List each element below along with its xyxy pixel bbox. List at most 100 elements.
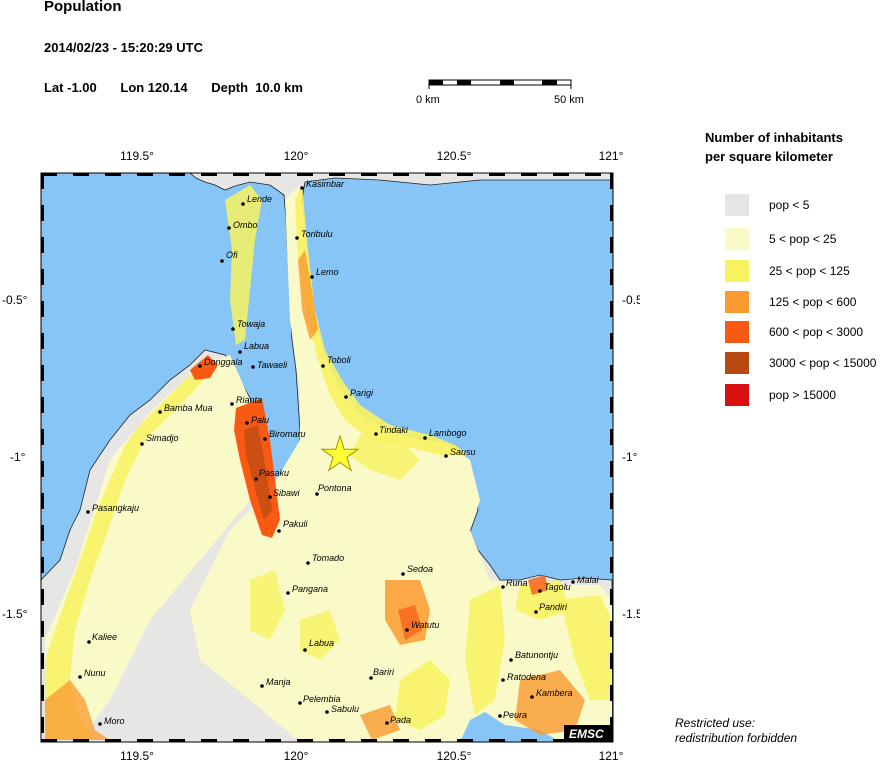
svg-text:Ratodena: Ratodena [507,672,546,682]
town-marker: Watutu [405,620,439,632]
legend-swatch [725,228,749,250]
svg-text:Labua: Labua [244,341,269,351]
town-marker: Kambera [530,688,573,699]
town-marker: Ratodena [501,672,546,682]
svg-text:Watutu: Watutu [411,620,439,630]
svg-text:Toribulu: Toribulu [301,229,333,239]
town-marker: Pasaku [254,468,289,481]
svg-text:Palu: Palu [251,415,269,425]
town-marker: Rianta [230,395,262,406]
svg-text:Kasimbar: Kasimbar [306,179,345,189]
legend-item: 600 < pop < 3000 [725,321,863,343]
svg-text:Sabulu: Sabulu [331,704,359,714]
population-legend: Number of inhabitants per square kilomet… [705,128,891,406]
population-map: 119.5° 120° 120.5° 121° 119.5° 120° 120.… [2,149,640,760]
epicenter-star [320,434,360,472]
town-marker: Toboli [321,355,352,368]
legend-item: 5 < pop < 25 [725,228,836,250]
legend-item: 25 < pop < 125 [725,260,850,282]
lon-tick-bottom: 119.5° [120,749,154,760]
svg-text:Bamba Mua: Bamba Mua [164,403,213,413]
town-marker: Pelembia [298,694,341,705]
svg-text:Pasaku: Pasaku [259,468,289,478]
legend-label: 600 < pop < 3000 [769,325,864,339]
svg-text:Lambogo: Lambogo [429,428,467,438]
lon-tick-top: 120° [284,149,309,163]
legend-item: pop > 15000 [725,384,836,406]
town-marker: Kaliee [87,632,117,644]
legend-title: Number of inhabitants per square kilomet… [705,128,891,166]
town-marker: Tawaeli [251,360,288,370]
usage-notice-line: Restricted use: [675,716,756,730]
legend-label: 125 < pop < 600 [769,295,857,309]
town-labels: Kasimbar Lende Toribulu Ombo Ofi Lemo To… [78,179,600,726]
scale-bar: 0 km 50 km [416,78,596,108]
town-marker: Sibawi [268,488,301,499]
town-marker: Bariri [369,667,395,680]
svg-text:Tomado: Tomado [312,553,344,563]
lat-tick-labels: -0.5° -1° -1.5° -0.5° -1° -1.5° [2,293,640,621]
svg-text:Towaja: Towaja [237,319,265,329]
town-marker: Parigi [344,388,374,399]
svg-text:Bariri: Bariri [373,667,395,677]
svg-text:Pasangkaju: Pasangkaju [92,503,139,513]
legend-item: 3000 < pop < 15000 [725,352,876,374]
svg-text:Pangana: Pangana [292,584,328,594]
town-marker: Towaja [231,319,265,331]
watermark-box [564,725,613,742]
town-marker: Lambogo [423,428,467,440]
map-frame [40,172,614,743]
svg-text:Rianta: Rianta [236,395,262,405]
town-marker: Bamba Mua [158,403,213,414]
town-marker: Pangana [286,584,328,595]
svg-text:Peura: Peura [503,710,527,720]
town-marker: Kasimbar [300,179,345,190]
depth-label: Depth 10.0 km [211,80,303,95]
lon-tick-top: 121° [599,149,624,163]
town-marker: Labua [303,638,334,652]
svg-text:Pontona: Pontona [318,483,352,493]
town-marker: Donggala [198,357,243,368]
svg-text:Tagolu: Tagolu [544,582,571,592]
legend-swatch [725,260,749,282]
svg-text:Sausu: Sausu [450,447,476,457]
usage-notice-line: redistribution forbidden [675,731,798,745]
svg-text:Runa: Runa [506,578,528,588]
town-marker: Runa [501,578,528,589]
lon-tick-top: 120.5° [437,149,472,163]
town-marker: Pasangkaju [86,503,139,514]
town-marker: Tindaki [374,425,409,436]
town-marker: Pakuli [277,519,309,533]
svg-text:Nunu: Nunu [84,668,106,678]
lon-tick-top: 119.5° [120,149,154,163]
town-marker: Nunu [78,668,106,679]
town-marker: Sausu [444,447,476,458]
watermark-emsc: EMSC [569,727,604,741]
svg-text:Parigi: Parigi [350,388,374,398]
town-marker: Ofi [220,250,239,263]
town-marker: Simadjo [140,433,179,446]
svg-text:Pakuli: Pakuli [283,519,309,529]
legend-label: pop < 5 [769,198,810,212]
svg-text:Lemo: Lemo [316,267,339,277]
town-marker: Biromaru [263,429,306,441]
legend-swatch [725,321,749,343]
svg-text:Sibawi: Sibawi [273,488,301,498]
town-marker: Tomado [306,553,344,565]
svg-text:Ombo: Ombo [233,220,258,230]
svg-text:Manja: Manja [266,677,291,687]
lat-tick-right: -1.5° [622,607,640,621]
town-marker: Toribulu [295,229,333,240]
town-marker: Lende [241,194,272,206]
town-marker: Tagolu [538,582,571,593]
svg-text:Toboli: Toboli [327,355,352,365]
svg-text:Kaliee: Kaliee [92,632,117,642]
event-datetime: 2014/02/23 - 15:20:29 UTC [44,40,203,55]
lat-tick-right: -0.5° [622,293,640,307]
lon-tick-bottom: 120.5° [437,749,472,760]
town-marker: Malai [571,575,600,585]
town-marker: Moro [98,716,125,726]
svg-text:Batunontju: Batunontju [515,650,558,660]
svg-text:Donggala: Donggala [204,357,243,367]
town-marker: Palu [245,415,269,425]
